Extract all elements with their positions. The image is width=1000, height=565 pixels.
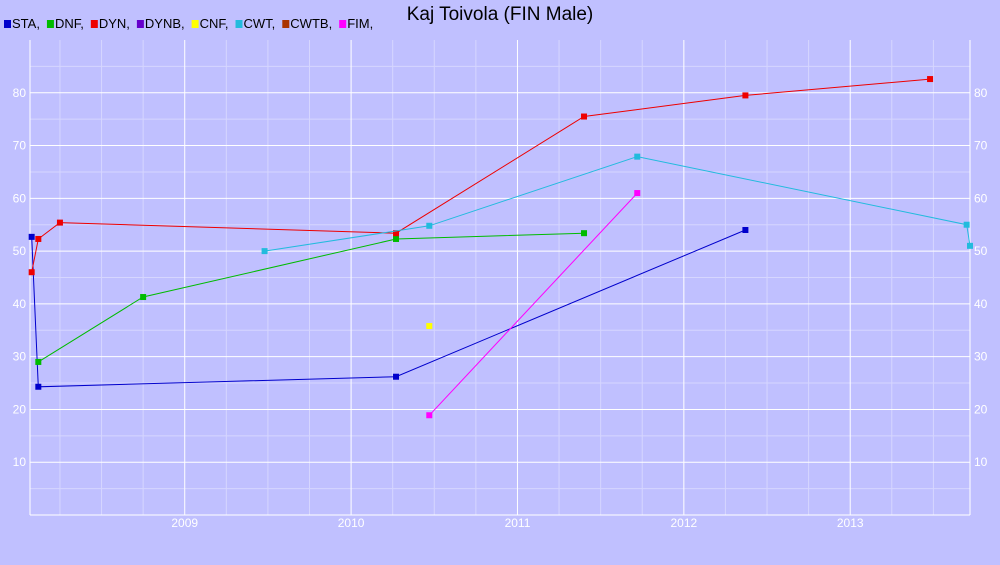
data-point [927,76,934,83]
x-tick-label: 2010 [338,516,365,530]
legend-label: FIM, [347,16,373,31]
legend-label: DNF, [55,16,84,31]
y-tick-label-right: 40 [974,297,988,311]
legend-swatch [136,20,144,28]
y-tick-label-left: 50 [13,244,27,258]
series-group [28,76,973,419]
legend-label: CNF, [200,16,229,31]
legend-swatch [282,20,290,28]
legend-label: STA, [12,16,40,31]
legend-label: CWTB, [290,16,332,31]
data-point [426,412,433,419]
series-dnf [35,230,588,365]
legend-label: DYNB, [145,16,185,31]
legend-swatch [4,20,11,28]
y-tick-label-right: 30 [974,350,988,364]
series-fim [426,190,641,419]
data-point [426,222,433,229]
y-tick-label-left: 10 [13,455,27,469]
legend-swatch [339,20,347,28]
legend-item: DYN, [90,16,130,31]
y-tick-label-left: 60 [13,191,27,205]
y-tick-label-right: 50 [974,244,988,258]
legend-label: DYN, [99,16,130,31]
y-tick-label-left: 20 [13,402,27,416]
legend-item: CWT, [235,16,276,31]
data-point [140,294,147,301]
y-tick-label-left: 80 [13,86,27,100]
data-point [393,373,400,380]
legend-item: STA, [4,16,40,31]
x-tick-label: 2013 [837,516,864,530]
legend-label: CWT, [244,16,276,31]
grid-lines [30,40,970,515]
series-line [428,192,638,416]
legend: STA, DNF, DYN, DYNB, CNF, CWT, CWTB, FIM, [4,16,373,31]
x-tick-label: 2009 [171,516,198,530]
series-dyn [28,76,934,276]
y-tick-label-left: 70 [13,139,27,153]
axes: 10 10 20 20 30 30 40 40 50 50 60 60 70 70 80 80 2009 2010… [13,40,988,530]
data-point [581,230,588,237]
chart-title: Kaj Toivola (FIN Male) [407,4,594,25]
data-point [426,323,433,330]
data-point [28,233,35,240]
y-tick-label-right: 20 [974,402,988,416]
y-tick-label-right: 60 [974,191,988,205]
legend-item: DNF, [46,16,84,31]
y-tick-label-right: 70 [974,139,988,153]
legend-item: CNF, [191,16,229,31]
legend-swatch [191,20,199,28]
x-tick-label: 2011 [505,516,531,530]
legend-item: FIM, [339,16,373,31]
data-point [634,190,641,197]
x-tick-label: 2012 [670,516,697,530]
legend-item: CWTB, [282,16,332,31]
data-point [28,269,35,276]
legend-item: DYNB, [136,16,185,31]
y-tick-label-left: 30 [13,350,27,364]
legend-swatch [46,20,54,28]
data-point [634,153,641,160]
data-point [967,242,973,249]
data-point [261,248,268,255]
y-tick-label-right: 80 [974,86,988,100]
y-tick-label-left: 40 [13,297,27,311]
data-point [56,219,63,226]
data-point [963,221,970,228]
data-point [393,235,400,242]
legend-swatch [90,20,98,28]
data-point [742,92,749,99]
legend-swatch [235,20,243,28]
y-tick-label-right: 10 [974,455,988,469]
series-cnf [426,323,433,330]
series-sta [28,227,749,390]
data-point [35,383,42,390]
series-cwt [261,153,973,255]
data-point [742,227,749,233]
data-point [35,358,42,365]
data-point [581,113,588,120]
series-line [38,232,585,363]
data-point [35,235,42,242]
data-point [393,230,400,237]
series-line [31,229,746,388]
